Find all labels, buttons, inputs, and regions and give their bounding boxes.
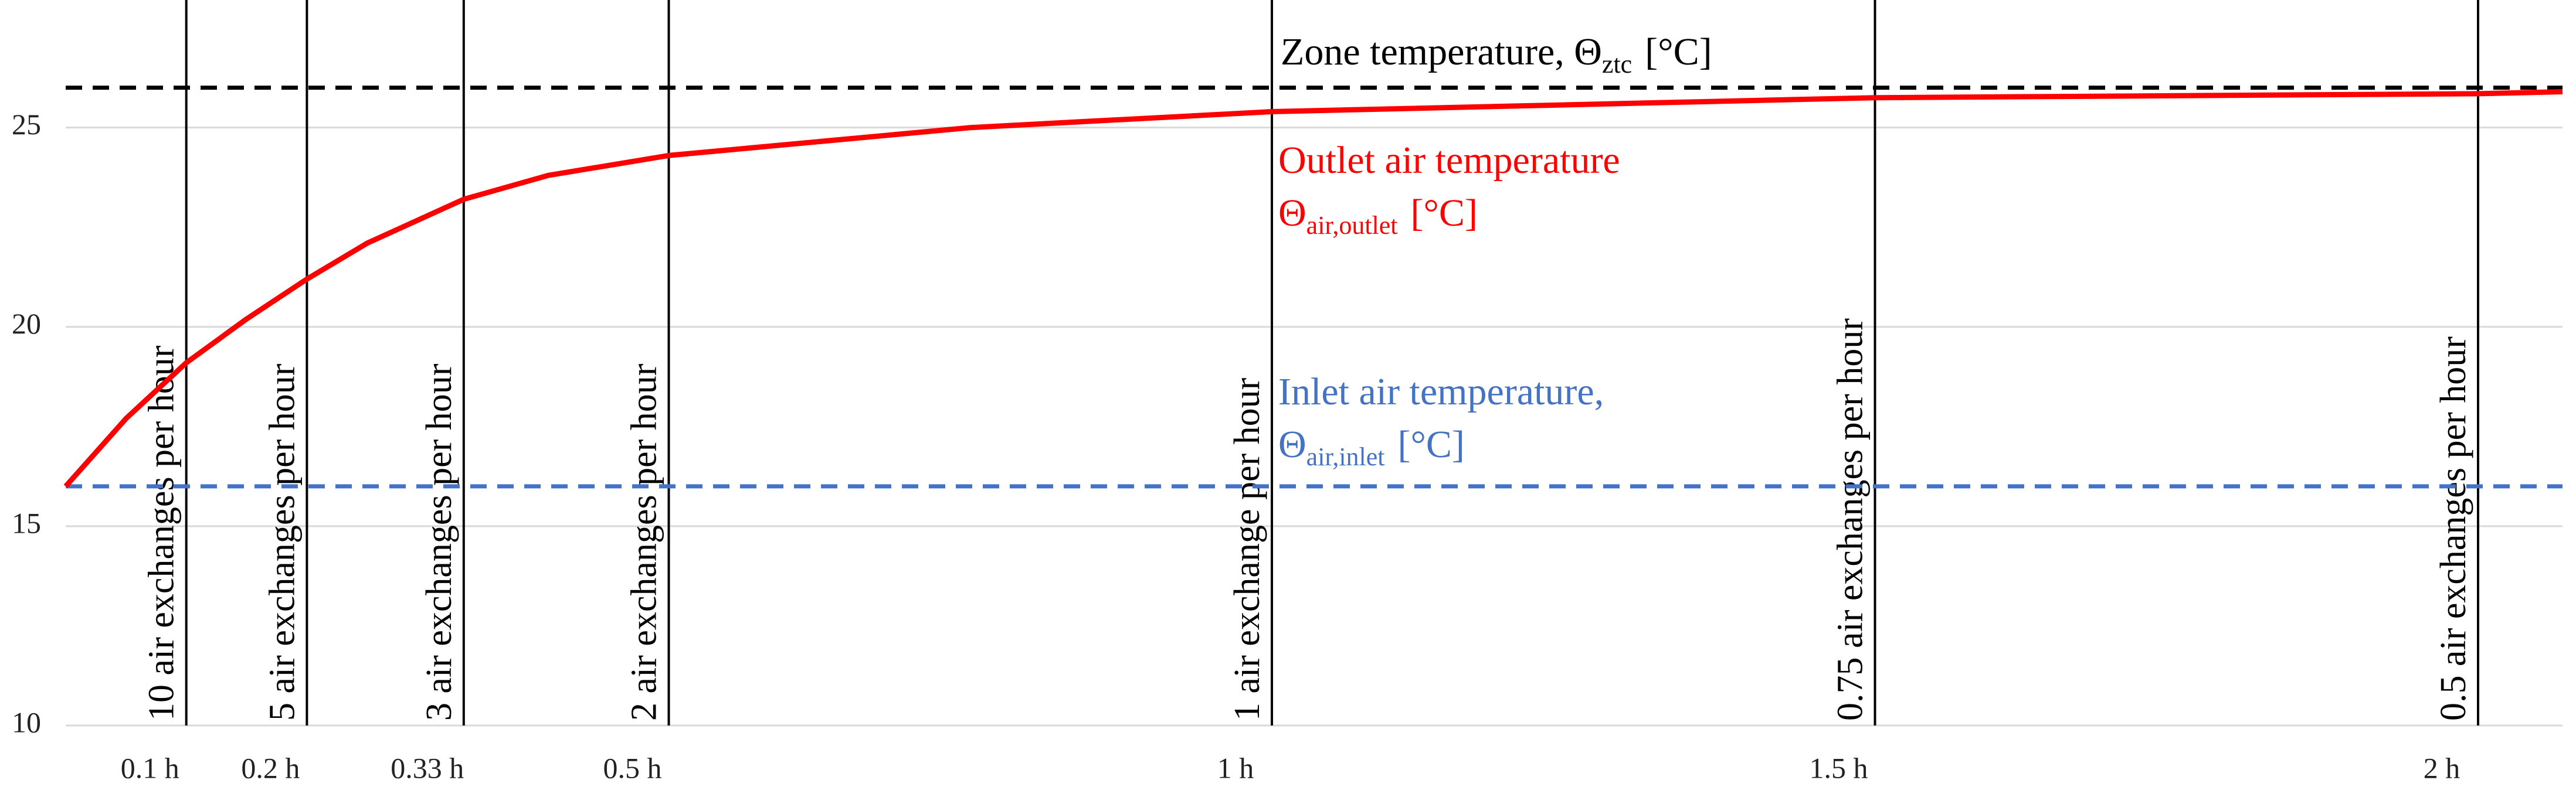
annotation: Θair,outlet [°C] [1278, 192, 1478, 240]
air-exchange-label: 0.75 air exchanges per hour [1831, 318, 1871, 721]
annotation-subscript: air,outlet [1306, 211, 1398, 240]
y-tick-label: 15 [12, 506, 41, 539]
y-tick-label: 20 [12, 307, 41, 340]
y-tick-label: 10 [12, 706, 41, 738]
annotation-subscript: ztc [1602, 50, 1632, 79]
annotation-unit: [°C] [1645, 30, 1712, 73]
x-tick-label: 1 h [1217, 751, 1254, 784]
air-exchange-label: 0.5 air exchanges per hour [2434, 336, 2473, 721]
air-exchange-label: 2 air exchanges per hour [625, 363, 664, 721]
x-tick-label: 0.2 h [241, 751, 300, 784]
x-tick-label: 0.33 h [391, 751, 464, 784]
air-exchange-label: 5 air exchanges per hour [262, 363, 302, 721]
annotation-title: Outlet air temperature [1278, 139, 1620, 182]
annotation-unit: [°C] [1398, 423, 1465, 466]
x-tick-label: 2 h [2424, 751, 2460, 784]
x-tick-label: 0.1 h [121, 751, 179, 784]
annotation-symbol: Θ [1278, 423, 1306, 466]
annotation-unit: [°C] [1411, 192, 1478, 234]
series-line [63, 89, 2563, 488]
air-exchange-label: 1 air exchange per hour [1227, 377, 1267, 721]
x-tick-label: 1.5 h [1810, 751, 1868, 784]
annotation: Θair,inlet [°C] [1278, 423, 1465, 471]
annotation-symbol: Θ [1278, 192, 1306, 234]
annotation-title: Inlet air temperature, [1278, 370, 1604, 413]
x-tick-label: 0.5 h [603, 751, 662, 784]
annotation-symbol: Zone temperature, Θ [1281, 30, 1602, 73]
air-exchange-label: 10 air exchanges per hour [142, 345, 182, 721]
annotation: Zone temperature, Θztc [°C] [1281, 30, 1712, 79]
air-exchange-label: 3 air exchanges per hour [419, 363, 459, 721]
y-tick-label: 25 [12, 108, 41, 141]
annotation-subscript: air,inlet [1306, 442, 1385, 471]
